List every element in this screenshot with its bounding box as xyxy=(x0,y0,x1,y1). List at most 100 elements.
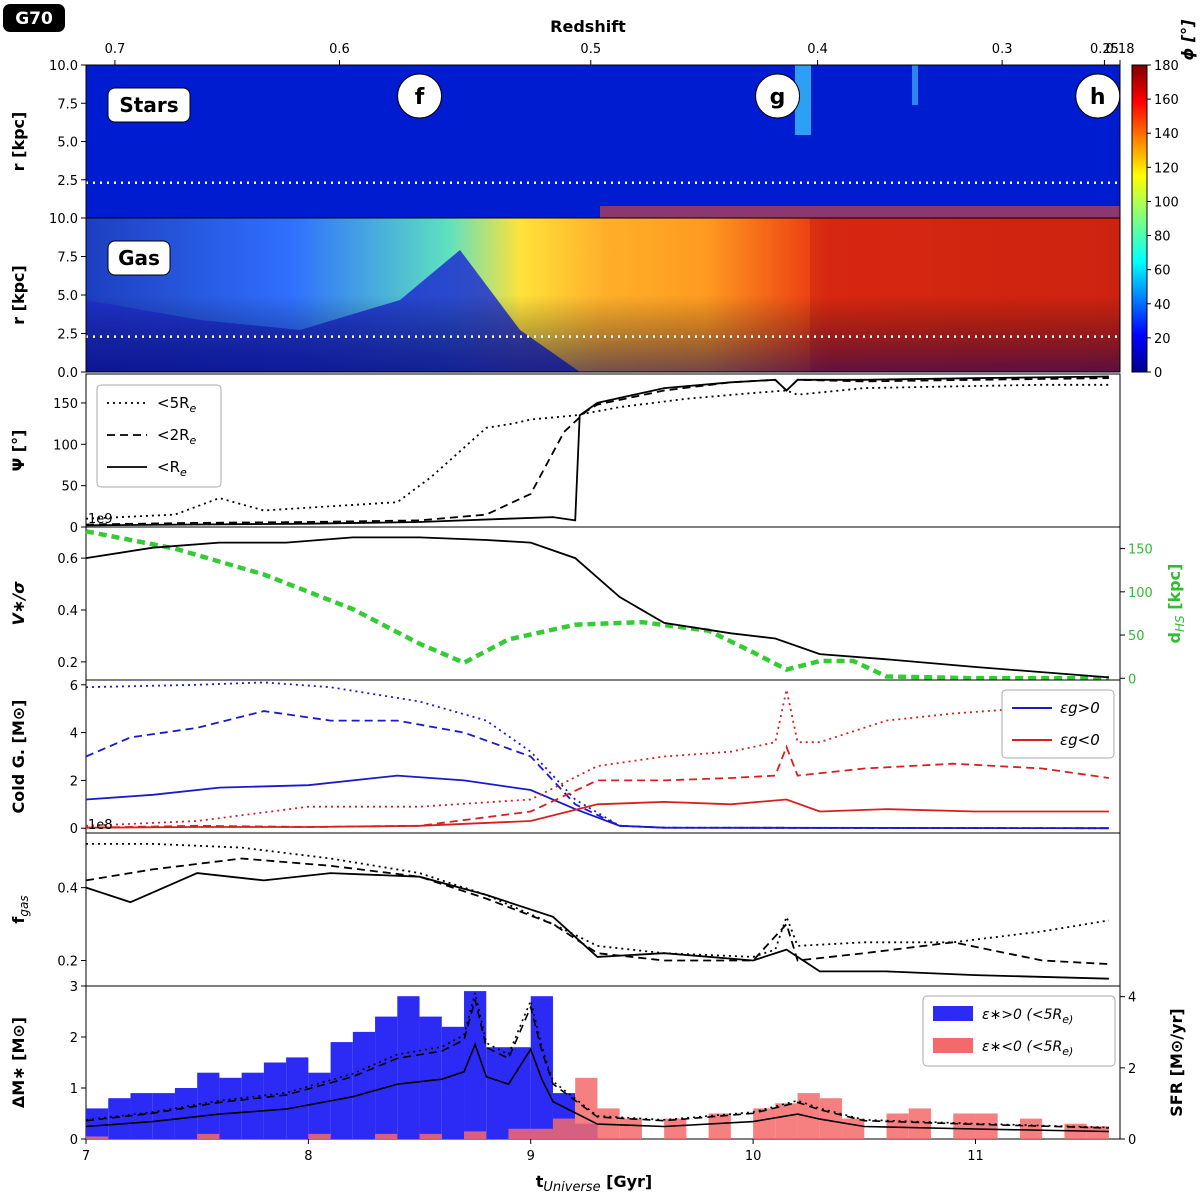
legend-label: ε∗<0 (<5Re) xyxy=(982,1039,1073,1058)
stars-label: Stars xyxy=(119,93,178,117)
x-tick-label: 10 xyxy=(745,1149,762,1164)
colorbar-label: ϕ [°] xyxy=(1178,19,1197,61)
right-tick-label: 2 xyxy=(1128,1062,1136,1077)
red-bar xyxy=(975,1113,998,1139)
y-tick-label: 7.5 xyxy=(57,251,78,266)
coldgas-series xyxy=(85,798,1109,829)
blue-bar xyxy=(508,1047,531,1139)
y-tick-label: 0.2 xyxy=(57,955,78,970)
y-tick-label: 3 xyxy=(70,980,78,995)
blue-bar xyxy=(441,1026,465,1139)
blue-bar xyxy=(241,1072,264,1139)
vsigma-series xyxy=(85,536,1109,679)
y-tick-label: 10.0 xyxy=(49,59,78,74)
red-bar xyxy=(508,1128,531,1139)
gas-panel: Gas xyxy=(85,217,1121,373)
red-bar xyxy=(664,1118,687,1139)
y-tick-label: 0 xyxy=(70,822,78,837)
top-axis-label: Redshift xyxy=(550,17,626,36)
stars-label-box xyxy=(107,87,191,123)
sfr-solid xyxy=(85,1042,1109,1133)
stars-center xyxy=(600,206,1120,218)
red-bar xyxy=(464,1131,487,1139)
marker-label: g xyxy=(770,85,786,110)
stars-panel: Stars f g h xyxy=(85,64,1121,219)
x-axis-label: tUniverse [Gyr] xyxy=(536,1172,653,1195)
y-tick-label: 50 xyxy=(61,480,78,495)
red-bar xyxy=(197,1133,220,1139)
legend-label: εg>0 xyxy=(1060,699,1100,717)
top-axis-ticks: 0.7 0.6 0.5 0.4 0.3 0.250.18 xyxy=(105,42,1135,65)
marker-circle xyxy=(755,73,801,119)
vsigma-panel-ylabel: V∗/σ xyxy=(9,581,28,626)
gas-shade xyxy=(86,218,1120,372)
red-bar xyxy=(953,1113,976,1139)
fgas-panel-ylabel: fgas xyxy=(9,895,31,923)
dhs-series xyxy=(85,529,1109,681)
cbar-tick-label: 140 xyxy=(1154,127,1179,142)
right-tick-label: 100 xyxy=(1128,586,1153,601)
y-tick-label: 2.5 xyxy=(57,328,78,343)
cbar-tick-label: 40 xyxy=(1154,298,1171,313)
top-tick-label: 0.5 xyxy=(580,42,601,57)
y-tick-label: 1 xyxy=(70,1082,78,1097)
marker-circle xyxy=(397,73,443,119)
blue-bar xyxy=(352,1031,376,1139)
blue-bar xyxy=(108,1098,131,1139)
legend-label: εg<0 xyxy=(1060,731,1100,749)
top-tick-label: 0.18 xyxy=(1106,42,1135,57)
y-tick-label: 6 xyxy=(70,679,78,694)
coldgas-panel: 6 4 2 0 Cold G. [M⊙] εg>0 εg<0 xyxy=(9,679,1121,838)
gas-yaxis: 10.0 7.5 5.0 2.5 0.0 r [kpc] xyxy=(9,212,86,381)
blue-bar xyxy=(130,1093,153,1139)
right-tick-label: 150 xyxy=(1128,543,1153,558)
y-tick-label: 2 xyxy=(70,1031,78,1046)
cbar-tick-label: 180 xyxy=(1154,59,1179,74)
galaxy-badge: G70 xyxy=(15,9,53,29)
psi-panel-frame xyxy=(85,373,1121,528)
y-tick-label: 2 xyxy=(70,774,78,789)
red-bar xyxy=(886,1113,909,1139)
colorbar-gap xyxy=(1122,65,1132,372)
top-tick-label: 0.6 xyxy=(329,42,350,57)
stars-heatmap-overlay xyxy=(86,65,1120,218)
red-bar xyxy=(1086,1126,1109,1139)
top-tick-label: 0.25 xyxy=(1090,42,1119,57)
fgas-series xyxy=(85,857,1109,965)
y-tick-label: 0 xyxy=(70,1133,78,1148)
vsigma-panel-exponent: 1e9 xyxy=(88,512,113,527)
y-tick-label: 5.0 xyxy=(57,289,78,304)
y-tick-label: 0.2 xyxy=(57,656,78,671)
cbar-tick-label: 20 xyxy=(1154,332,1171,347)
legend-label: <Re xyxy=(157,458,187,479)
blue-bar xyxy=(152,1093,175,1139)
dhs-label: dHS [kpc] xyxy=(1165,564,1187,644)
fgas-panel-exponent: 1e8 xyxy=(88,818,113,833)
red-bar xyxy=(375,1133,398,1139)
blue-bar xyxy=(464,991,487,1139)
mstar-panel-ylabel: ΔM∗ [M⊙] xyxy=(9,1017,28,1108)
cbar-tick-label: 60 xyxy=(1154,264,1171,279)
blue-bar xyxy=(286,1057,309,1139)
colorbar-ticks: 180 160 140 120 100 80 60 40 20 0 xyxy=(1147,59,1179,381)
legend-swatch xyxy=(933,1038,973,1053)
psi-panel: 150 100 50 0 Ψ [°] <5Re <2Re <Re xyxy=(9,373,1121,536)
snapshot-markers: f g h xyxy=(397,73,1121,119)
stars-heatmap xyxy=(86,65,1120,218)
fgas-panel: 0.4 0.2 fgas 1e8 xyxy=(9,818,1121,991)
red-bar xyxy=(1019,1118,1043,1139)
y-tick-label: 0.4 xyxy=(57,604,78,619)
blue-bar xyxy=(330,1042,353,1139)
sfr-dashed xyxy=(85,999,1109,1129)
cbar-tick-label: 120 xyxy=(1154,161,1179,176)
stars-yaxis: 10.0 7.5 5.0 2.5 r [kpc] xyxy=(9,59,86,189)
red-bar xyxy=(597,1108,620,1139)
blue-bar xyxy=(86,1108,109,1139)
y-tick-label: 5.0 xyxy=(57,136,78,151)
cbar-tick-label: 160 xyxy=(1154,93,1179,108)
cbar-tick-label: 80 xyxy=(1154,230,1171,245)
coldgas-series xyxy=(85,774,1109,830)
